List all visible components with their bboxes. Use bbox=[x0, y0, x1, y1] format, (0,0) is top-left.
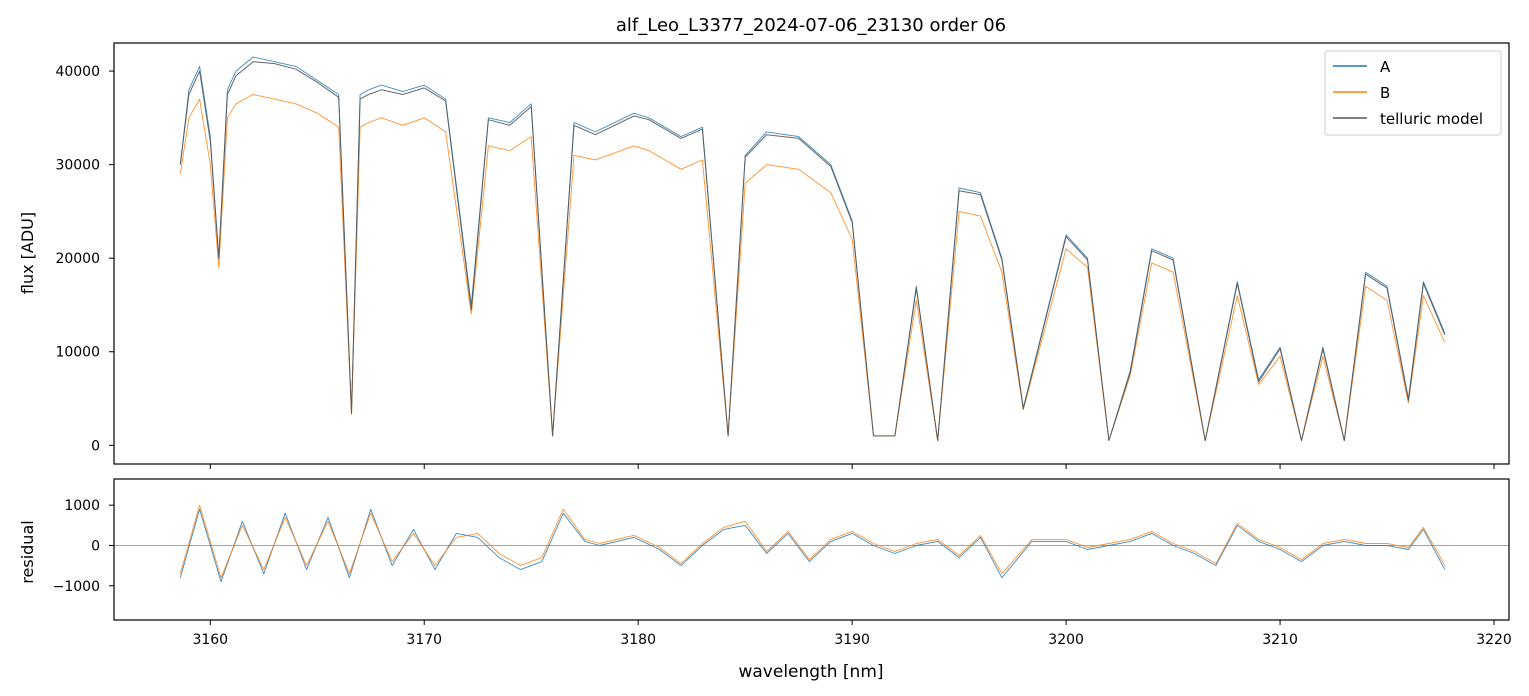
flux-series-b bbox=[179, 94, 1446, 442]
residual-y-tick-label: 1000 bbox=[64, 498, 100, 514]
x-tick-label: 3170 bbox=[406, 632, 442, 648]
residual-y-axis-label: residual bbox=[18, 520, 37, 583]
flux-y-tick-label: 10000 bbox=[55, 345, 100, 361]
x-axis-label: wavelength [nm] bbox=[738, 662, 883, 682]
legend-box bbox=[1324, 50, 1502, 136]
flux-series-model bbox=[179, 61, 1446, 442]
residual-axes-frame bbox=[113, 478, 1510, 621]
residual-y-tick-label: −1000 bbox=[53, 579, 100, 595]
legend: A B telluric model bbox=[1324, 50, 1502, 136]
residual-y-tick-label: 0 bbox=[91, 538, 100, 554]
flux-y-tick-label: 40000 bbox=[55, 64, 100, 80]
flux-y-axis-label: flux [ADU] bbox=[18, 212, 37, 294]
flux-y-tick-label: 20000 bbox=[55, 251, 100, 267]
chart-title: alf_Leo_L3377_2024-07-06_23130 order 06 bbox=[616, 15, 1006, 36]
flux-panel: 0 10000 20000 30000 40000 flux [ADU] A B tel… bbox=[18, 42, 1510, 469]
legend-label-b: B bbox=[1380, 84, 1390, 102]
x-tick-label: 3200 bbox=[1048, 632, 1084, 648]
x-tick-label: 3220 bbox=[1476, 632, 1512, 648]
legend-label-model: telluric model bbox=[1380, 110, 1483, 128]
flux-y-tick-label: 30000 bbox=[55, 158, 100, 174]
x-tick-label: 3210 bbox=[1262, 632, 1298, 648]
residual-series-a bbox=[179, 508, 1446, 583]
x-tick-label: 3180 bbox=[620, 632, 656, 648]
flux-y-tick-label: 0 bbox=[91, 438, 100, 454]
legend-label-a: A bbox=[1380, 58, 1391, 76]
x-tick-label: 3190 bbox=[834, 632, 870, 648]
residual-series-b bbox=[179, 504, 1446, 579]
flux-axes-frame bbox=[113, 42, 1510, 465]
x-tick-label: 3160 bbox=[192, 632, 228, 648]
